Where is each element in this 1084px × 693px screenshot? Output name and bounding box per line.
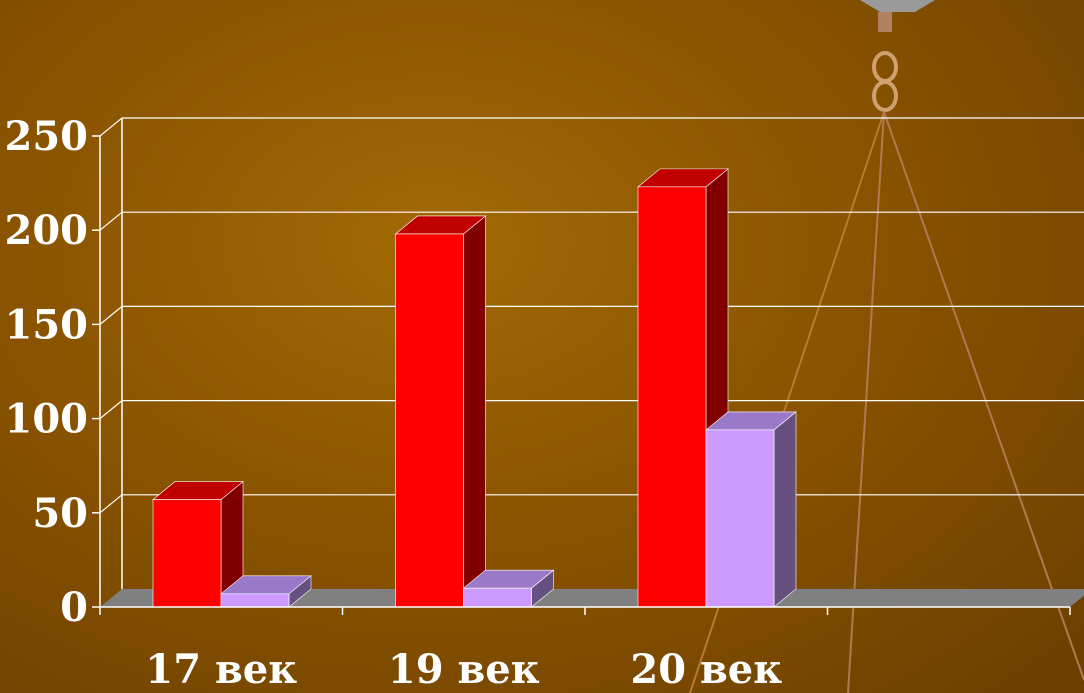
gridlines: [99, 117, 1084, 514]
y-axis-tick-labels: 0 50 100 150 200 250: [5, 113, 89, 631]
bar-series2-20 век: [705, 411, 797, 608]
bar-front: [152, 499, 222, 608]
y-tick-label-50: 50: [32, 490, 88, 537]
y-tick-label-250: 250: [5, 113, 89, 160]
bar-front: [463, 587, 532, 608]
gridline-side-150: [99, 305, 123, 325]
bar-series1-19 век: [394, 215, 487, 608]
x-tick-label-2: 20 век: [630, 646, 782, 693]
bar-front: [395, 233, 464, 608]
gridline-side-250: [99, 117, 123, 137]
x-axis-tick-labels: 17 век 19 век 20 век: [145, 646, 782, 693]
gridline-side-100: [99, 400, 123, 420]
y-tick-label-150: 150: [5, 301, 89, 348]
bar-front: [705, 429, 775, 608]
y-tick-label-200: 200: [5, 207, 89, 254]
bar-side: [463, 215, 486, 608]
bar-series2-19 век: [462, 569, 555, 608]
y-tick-label-0: 0: [60, 584, 88, 631]
bar-series2-17 век: [220, 575, 312, 608]
y-tick-label-100: 100: [5, 396, 89, 443]
gridline-side-50: [99, 494, 123, 514]
bar-front: [637, 186, 707, 608]
bars: [152, 168, 797, 608]
bar-series1-17 век: [152, 480, 244, 608]
gridline-side-200: [99, 211, 123, 231]
x-tick-label-0: 17 век: [145, 646, 297, 693]
axes: [92, 118, 1071, 615]
bar-side: [773, 411, 797, 608]
chart-floor: [100, 589, 1084, 607]
x-tick-label-1: 19 век: [388, 646, 540, 693]
bar-front: [220, 593, 290, 608]
floor-plane: [100, 589, 1084, 607]
